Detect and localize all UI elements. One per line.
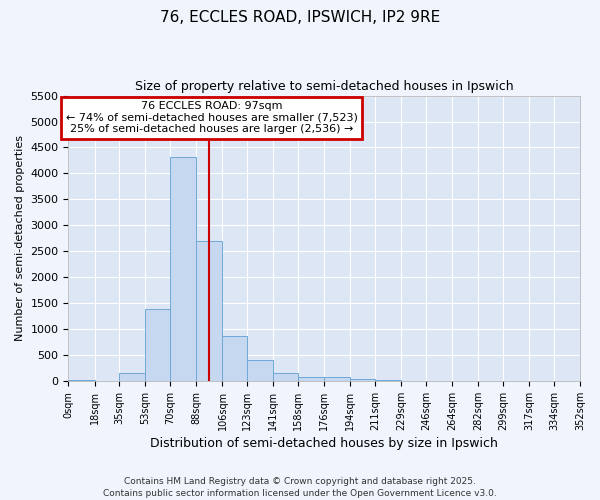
- Bar: [350, 378, 375, 381]
- Text: 76, ECCLES ROAD, IPSWICH, IP2 9RE: 76, ECCLES ROAD, IPSWICH, IP2 9RE: [160, 10, 440, 25]
- Bar: [375, 380, 401, 381]
- Bar: [274, 373, 298, 381]
- Bar: [223, 336, 247, 381]
- Bar: [68, 380, 95, 381]
- X-axis label: Distribution of semi-detached houses by size in Ipswich: Distribution of semi-detached houses by …: [150, 437, 498, 450]
- Bar: [324, 377, 350, 381]
- Bar: [170, 157, 196, 381]
- Title: Size of property relative to semi-detached houses in Ipswich: Size of property relative to semi-detach…: [135, 80, 514, 93]
- Bar: [247, 360, 274, 381]
- Text: 76 ECCLES ROAD: 97sqm
← 74% of semi-detached houses are smaller (7,523)
25% of s: 76 ECCLES ROAD: 97sqm ← 74% of semi-deta…: [66, 102, 358, 134]
- Bar: [298, 377, 324, 381]
- Bar: [119, 373, 145, 381]
- Text: Contains HM Land Registry data © Crown copyright and database right 2025.
Contai: Contains HM Land Registry data © Crown c…: [103, 476, 497, 498]
- Bar: [145, 309, 170, 381]
- Y-axis label: Number of semi-detached properties: Number of semi-detached properties: [15, 136, 25, 342]
- Bar: [196, 241, 223, 381]
